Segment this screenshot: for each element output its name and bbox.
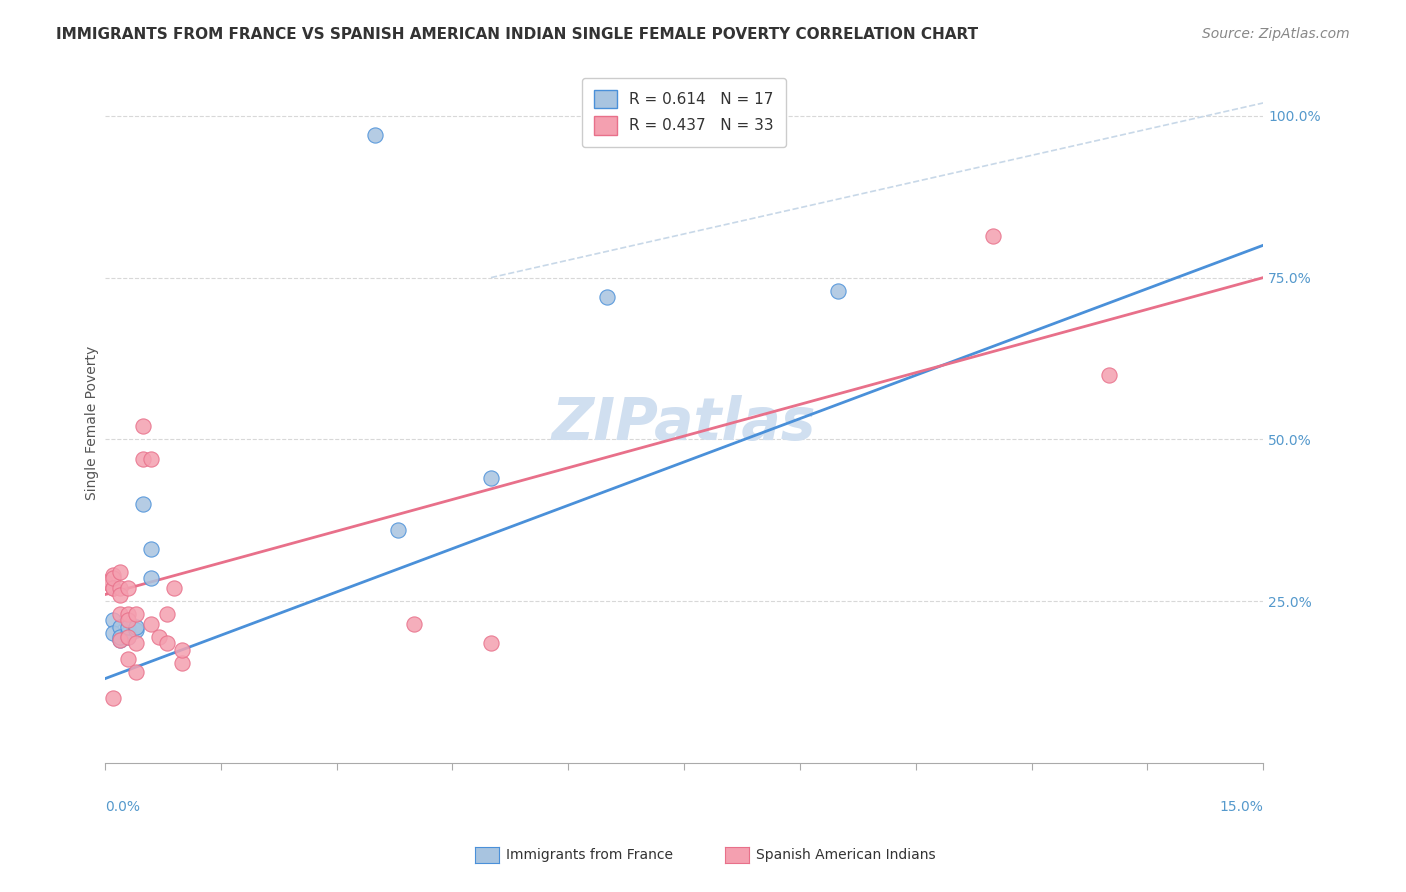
Point bbox=[387, 523, 409, 537]
Point bbox=[110, 581, 132, 595]
Text: 0.0%: 0.0% bbox=[105, 800, 139, 814]
Point bbox=[110, 630, 132, 644]
Point bbox=[101, 581, 124, 595]
Point bbox=[125, 620, 148, 634]
Text: ZIPatlas: ZIPatlas bbox=[551, 394, 817, 451]
Point bbox=[141, 616, 163, 631]
Point bbox=[125, 665, 148, 680]
Point bbox=[981, 228, 1004, 243]
Point bbox=[117, 607, 139, 621]
Point bbox=[125, 623, 148, 637]
Point bbox=[596, 290, 619, 304]
Point bbox=[94, 574, 117, 589]
Point bbox=[110, 588, 132, 602]
Point bbox=[141, 571, 163, 585]
Point bbox=[141, 451, 163, 466]
Point bbox=[125, 607, 148, 621]
Text: IMMIGRANTS FROM FRANCE VS SPANISH AMERICAN INDIAN SINGLE FEMALE POVERTY CORRELAT: IMMIGRANTS FROM FRANCE VS SPANISH AMERIC… bbox=[56, 27, 979, 42]
Point bbox=[364, 128, 387, 143]
Point bbox=[110, 632, 132, 647]
Point bbox=[132, 451, 155, 466]
Point bbox=[117, 630, 139, 644]
Point bbox=[148, 630, 170, 644]
Point bbox=[827, 284, 849, 298]
Point bbox=[101, 691, 124, 706]
Text: 15.0%: 15.0% bbox=[1219, 800, 1263, 814]
Point bbox=[101, 581, 124, 595]
Point bbox=[117, 581, 139, 595]
Point bbox=[101, 568, 124, 582]
Point bbox=[110, 565, 132, 579]
Point bbox=[479, 471, 502, 485]
Point bbox=[117, 614, 139, 628]
Point bbox=[110, 620, 132, 634]
Text: Spanish American Indians: Spanish American Indians bbox=[756, 847, 936, 862]
Point bbox=[156, 636, 179, 650]
Point bbox=[117, 626, 139, 640]
Point bbox=[110, 632, 132, 647]
Point bbox=[101, 571, 124, 585]
Point bbox=[172, 656, 194, 670]
Point bbox=[163, 581, 186, 595]
Y-axis label: Single Female Poverty: Single Female Poverty bbox=[86, 346, 100, 500]
Point bbox=[132, 497, 155, 511]
Point bbox=[132, 419, 155, 434]
Point bbox=[117, 620, 139, 634]
Point bbox=[101, 614, 124, 628]
Point bbox=[1098, 368, 1121, 382]
Point bbox=[479, 636, 502, 650]
Legend: R = 0.614   N = 17, R = 0.437   N = 33: R = 0.614 N = 17, R = 0.437 N = 33 bbox=[582, 78, 786, 147]
Text: Immigrants from France: Immigrants from France bbox=[506, 847, 673, 862]
Point bbox=[156, 607, 179, 621]
Point bbox=[110, 607, 132, 621]
Point bbox=[101, 626, 124, 640]
Point bbox=[172, 642, 194, 657]
Point bbox=[141, 542, 163, 557]
Text: Source: ZipAtlas.com: Source: ZipAtlas.com bbox=[1202, 27, 1350, 41]
Point bbox=[117, 652, 139, 666]
Point bbox=[117, 630, 139, 644]
Point bbox=[402, 616, 425, 631]
Point bbox=[125, 636, 148, 650]
